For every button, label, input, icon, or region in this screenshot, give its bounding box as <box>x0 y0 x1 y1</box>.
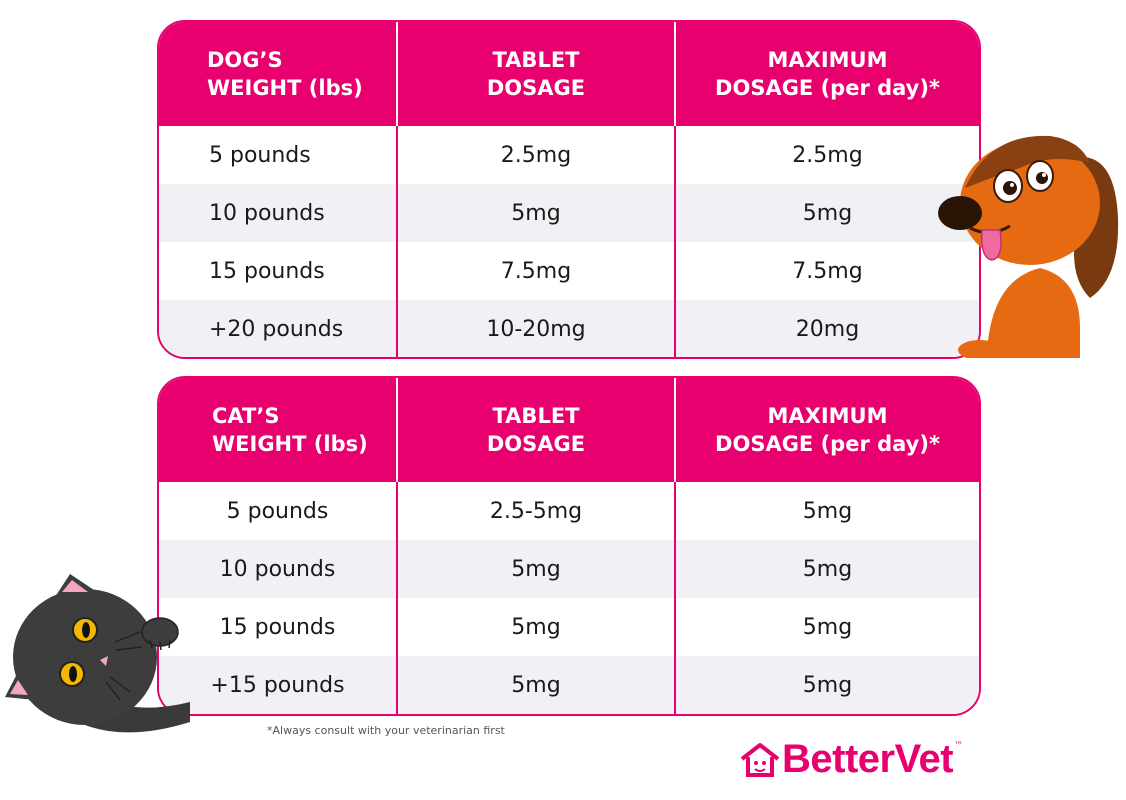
table-row: 10 pounds 5mg 5mg <box>159 540 979 598</box>
weight-cell: +20 pounds <box>209 316 344 342</box>
header-tablet-dosage: TABLET DOSAGE <box>396 378 674 482</box>
max-dosage-cell: 5mg <box>674 482 979 540</box>
logo-trademark: ™ <box>954 740 964 751</box>
tablet-dosage-cell: 5mg <box>396 598 674 656</box>
max-dosage-cell: 7.5mg <box>674 242 979 300</box>
table-row: 15 pounds 5mg 5mg <box>159 598 979 656</box>
table-row: 5 pounds 2.5-5mg 5mg <box>159 482 979 540</box>
dog-illustration <box>938 135 1119 358</box>
bettervet-logo: BetterVet ™ <box>738 737 963 782</box>
weight-cell: 15 pounds <box>209 258 325 284</box>
max-dosage-cell: 5mg <box>674 184 979 242</box>
dog-dosage-table: DOG’S WEIGHT (lbs) TABLET DOSAGE MAXIMUM DO… <box>157 20 981 359</box>
weight-cell: 5 pounds <box>226 498 329 524</box>
table-row: 15 pounds 7.5mg 7.5mg <box>159 242 979 300</box>
max-dosage-cell: 5mg <box>674 598 979 656</box>
weight-cell: 10 pounds <box>219 556 336 582</box>
table-row: 10 pounds 5mg 5mg <box>159 184 979 242</box>
table-header: CAT’S WEIGHT (lbs) TABLET DOSAGE MAXIMUM DO… <box>159 378 979 482</box>
header-weight: DOG’S WEIGHT (lbs) <box>207 48 363 100</box>
max-dosage-cell: 20mg <box>674 300 979 357</box>
tablet-dosage-cell: 7.5mg <box>396 242 674 300</box>
header-weight: CAT’S WEIGHT (lbs) <box>212 404 368 456</box>
tablet-dosage-cell: 10-20mg <box>396 300 674 357</box>
header-maximum-dosage: MAXIMUM DOSAGE (per day)* <box>674 378 979 482</box>
weight-cell: 15 pounds <box>219 614 336 640</box>
logo-text: BetterVet <box>782 737 954 781</box>
weight-cell: +15 pounds <box>210 672 345 698</box>
header-tablet-dosage: TABLET DOSAGE <box>396 22 674 126</box>
footnote: *Always consult with your veterinarian f… <box>267 724 505 737</box>
table-row: 5 pounds 2.5mg 2.5mg <box>159 126 979 184</box>
weight-cell: 5 pounds <box>209 142 311 168</box>
logo-house-icon <box>740 742 780 777</box>
tablet-dosage-cell: 5mg <box>396 656 674 714</box>
tablet-dosage-cell: 2.5-5mg <box>396 482 674 540</box>
table-header: DOG’S WEIGHT (lbs) TABLET DOSAGE MAXIMUM DO… <box>159 22 979 126</box>
table-row: +20 pounds 10-20mg 20mg <box>159 300 979 357</box>
tablet-dosage-cell: 5mg <box>396 184 674 242</box>
cat-illustration <box>5 574 190 733</box>
tablet-dosage-cell: 5mg <box>396 540 674 598</box>
cat-dosage-table: CAT’S WEIGHT (lbs) TABLET DOSAGE MAXIMUM DO… <box>157 376 981 716</box>
tablet-dosage-cell: 2.5mg <box>396 126 674 184</box>
weight-cell: 10 pounds <box>209 200 325 226</box>
max-dosage-cell: 2.5mg <box>674 126 979 184</box>
header-maximum-dosage: MAXIMUM DOSAGE (per day)* <box>674 22 979 126</box>
max-dosage-cell: 5mg <box>674 656 979 714</box>
max-dosage-cell: 5mg <box>674 540 979 598</box>
table-row: +15 pounds 5mg 5mg <box>159 656 979 714</box>
